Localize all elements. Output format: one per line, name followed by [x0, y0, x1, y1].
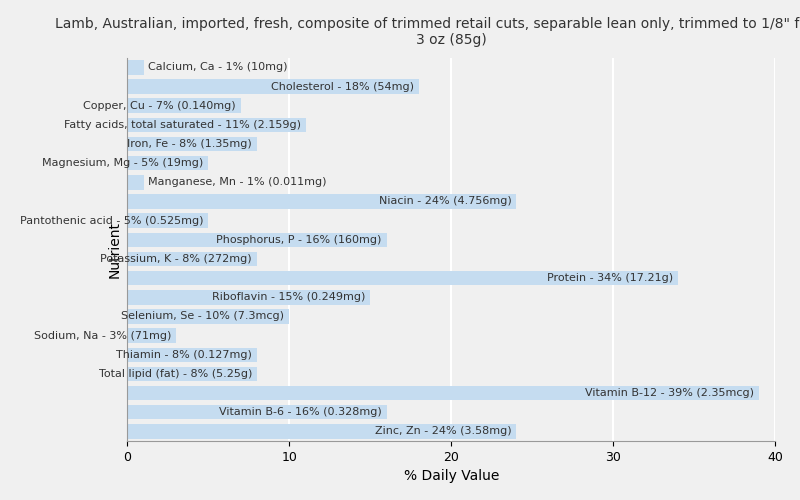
- Text: Niacin - 24% (4.756mg): Niacin - 24% (4.756mg): [378, 196, 511, 206]
- Bar: [127, 98, 241, 113]
- Text: Zinc, Zn - 24% (3.58mg): Zinc, Zn - 24% (3.58mg): [374, 426, 511, 436]
- Text: Sodium, Na - 3% (71mg): Sodium, Na - 3% (71mg): [34, 330, 171, 340]
- Bar: [127, 310, 290, 324]
- Bar: [127, 137, 257, 151]
- Bar: [127, 290, 370, 304]
- Text: Iron, Fe - 8% (1.35mg): Iron, Fe - 8% (1.35mg): [127, 139, 252, 149]
- Bar: [127, 214, 208, 228]
- Bar: [127, 386, 759, 400]
- Title: Lamb, Australian, imported, fresh, composite of trimmed retail cuts, separable l: Lamb, Australian, imported, fresh, compo…: [55, 16, 800, 47]
- Text: Riboflavin - 15% (0.249mg): Riboflavin - 15% (0.249mg): [212, 292, 366, 302]
- Text: Thiamin - 8% (0.127mg): Thiamin - 8% (0.127mg): [116, 350, 252, 360]
- Bar: [127, 194, 516, 208]
- Text: Calcium, Ca - 1% (10mg): Calcium, Ca - 1% (10mg): [148, 62, 288, 72]
- Text: Magnesium, Mg - 5% (19mg): Magnesium, Mg - 5% (19mg): [42, 158, 203, 168]
- Text: Fatty acids, total saturated - 11% (2.159g): Fatty acids, total saturated - 11% (2.15…: [64, 120, 301, 130]
- Text: Vitamin B-6 - 16% (0.328mg): Vitamin B-6 - 16% (0.328mg): [219, 408, 382, 418]
- Bar: [127, 175, 143, 190]
- Text: Potassium, K - 8% (272mg): Potassium, K - 8% (272mg): [101, 254, 252, 264]
- Text: Copper, Cu - 7% (0.140mg): Copper, Cu - 7% (0.140mg): [83, 100, 236, 110]
- Bar: [127, 405, 386, 419]
- Text: Selenium, Se - 10% (7.3mcg): Selenium, Se - 10% (7.3mcg): [122, 312, 285, 322]
- Text: Pantothenic acid - 5% (0.525mg): Pantothenic acid - 5% (0.525mg): [20, 216, 203, 226]
- Bar: [127, 424, 516, 438]
- Bar: [127, 252, 257, 266]
- Bar: [127, 118, 306, 132]
- Bar: [127, 80, 419, 94]
- Bar: [127, 367, 257, 381]
- Bar: [127, 348, 257, 362]
- Bar: [127, 232, 386, 247]
- X-axis label: % Daily Value: % Daily Value: [404, 470, 499, 484]
- Bar: [127, 328, 176, 343]
- Text: Total lipid (fat) - 8% (5.25g): Total lipid (fat) - 8% (5.25g): [98, 369, 252, 379]
- Text: Cholesterol - 18% (54mg): Cholesterol - 18% (54mg): [271, 82, 414, 92]
- Bar: [127, 156, 208, 170]
- Text: Phosphorus, P - 16% (160mg): Phosphorus, P - 16% (160mg): [216, 235, 382, 245]
- Text: Manganese, Mn - 1% (0.011mg): Manganese, Mn - 1% (0.011mg): [148, 178, 327, 188]
- Text: Protein - 34% (17.21g): Protein - 34% (17.21g): [547, 273, 674, 283]
- Bar: [127, 271, 678, 285]
- Text: Vitamin B-12 - 39% (2.35mcg): Vitamin B-12 - 39% (2.35mcg): [586, 388, 754, 398]
- Bar: [127, 60, 143, 74]
- Y-axis label: Nutrient: Nutrient: [108, 221, 122, 278]
